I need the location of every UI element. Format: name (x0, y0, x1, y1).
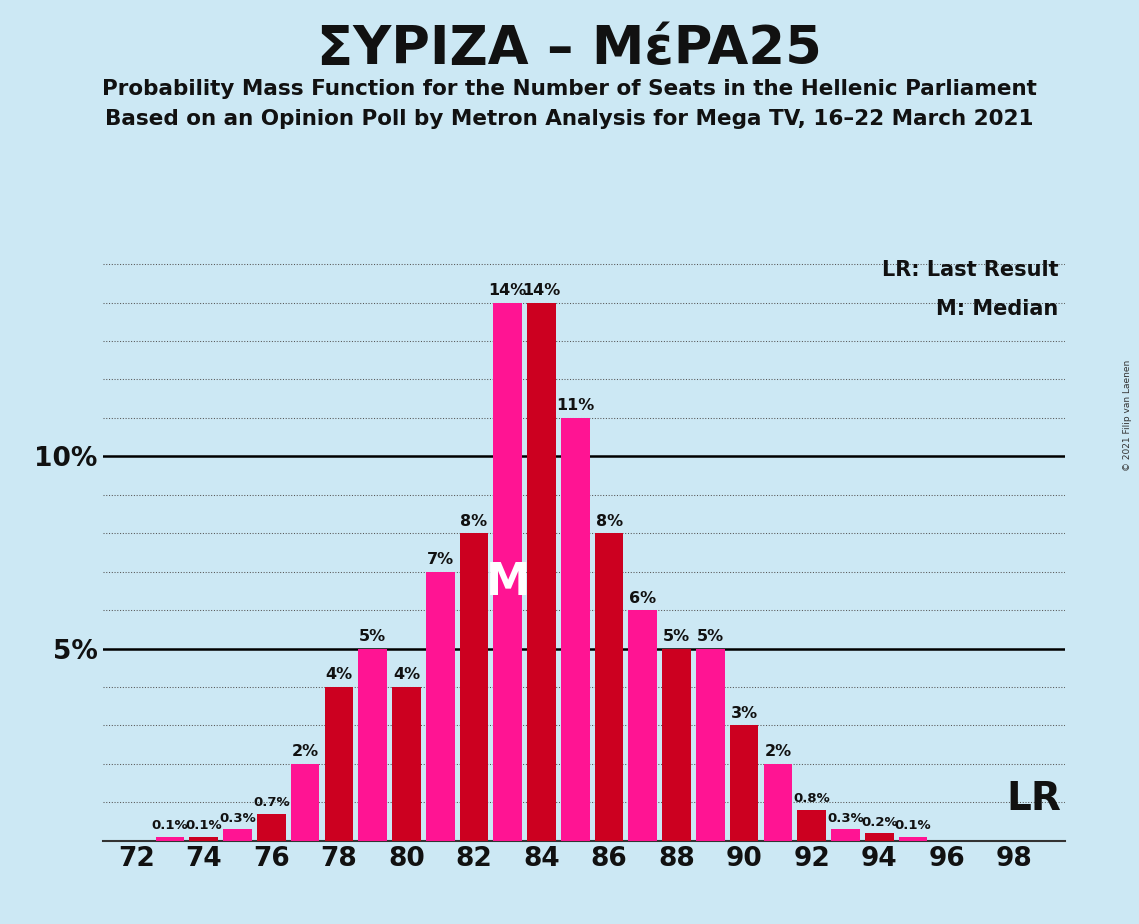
Text: 8%: 8% (460, 514, 487, 529)
Text: 7%: 7% (427, 552, 453, 567)
Bar (257, 814, 286, 841)
Text: LR: LR (1007, 780, 1062, 818)
Bar (359, 649, 387, 841)
Text: 0.7%: 0.7% (253, 796, 289, 809)
Text: 6%: 6% (629, 590, 656, 605)
Bar (899, 837, 927, 841)
Bar (426, 572, 454, 841)
Text: Probability Mass Function for the Number of Seats in the Hellenic Parliament: Probability Mass Function for the Number… (103, 79, 1036, 99)
Text: 2%: 2% (764, 745, 792, 760)
Text: 0.1%: 0.1% (186, 820, 222, 833)
Text: 3%: 3% (730, 706, 757, 721)
Bar (831, 830, 860, 841)
Text: © 2021 Filip van Laenen: © 2021 Filip van Laenen (1123, 360, 1132, 471)
Bar (797, 810, 826, 841)
Bar (493, 302, 522, 841)
Bar (189, 837, 219, 841)
Text: 4%: 4% (393, 667, 420, 683)
Text: 4%: 4% (326, 667, 352, 683)
Bar (763, 764, 793, 841)
Text: 0.2%: 0.2% (861, 816, 898, 829)
Text: 11%: 11% (556, 398, 595, 413)
Bar (595, 533, 623, 841)
Bar (560, 418, 590, 841)
Bar (662, 649, 691, 841)
Bar (460, 533, 489, 841)
Bar (730, 725, 759, 841)
Text: LR: Last Result: LR: Last Result (882, 261, 1058, 280)
Text: 0.3%: 0.3% (219, 811, 256, 825)
Bar (156, 837, 185, 841)
Bar (629, 610, 657, 841)
Text: M: M (485, 561, 530, 604)
Text: 5%: 5% (697, 629, 724, 644)
Text: 5%: 5% (359, 629, 386, 644)
Bar (865, 833, 894, 841)
Text: 0.8%: 0.8% (793, 793, 830, 806)
Bar (290, 764, 319, 841)
Text: ΣΥΡΙΖΑ – ΜέPA25: ΣΥΡΙΖΑ – ΜέPA25 (317, 23, 822, 75)
Text: 14%: 14% (489, 283, 527, 298)
Text: 0.1%: 0.1% (895, 820, 932, 833)
Bar (696, 649, 724, 841)
Text: 2%: 2% (292, 745, 319, 760)
Bar (325, 687, 353, 841)
Bar (392, 687, 420, 841)
Text: 0.3%: 0.3% (827, 811, 863, 825)
Text: Based on an Opinion Poll by Metron Analysis for Mega TV, 16–22 March 2021: Based on an Opinion Poll by Metron Analy… (105, 109, 1034, 129)
Text: 0.1%: 0.1% (151, 820, 188, 833)
Text: 8%: 8% (596, 514, 623, 529)
Bar (223, 830, 252, 841)
Text: 14%: 14% (523, 283, 560, 298)
Text: 5%: 5% (663, 629, 690, 644)
Bar (527, 302, 556, 841)
Text: M: Median: M: Median (936, 298, 1058, 319)
